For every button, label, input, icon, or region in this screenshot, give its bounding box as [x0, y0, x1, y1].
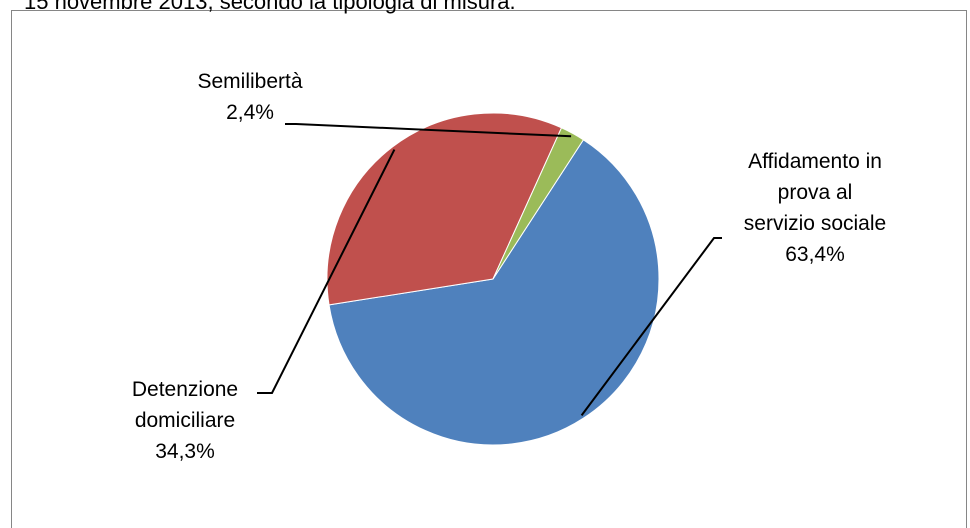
- slice-affidamento: [328, 139, 660, 446]
- chart-caption: 15 novembre 2013, secondo la tipologia d…: [24, 0, 516, 14]
- slice-name-line: Affidamento in: [748, 150, 882, 173]
- leader-line-affidamento: [580, 237, 722, 416]
- leader-lines: [257, 123, 722, 416]
- slice-semiliberta: [492, 127, 585, 280]
- slice-value-label: 63,4%: [785, 243, 845, 266]
- slice-label-semiliberta: Semilibertà 2,4%: [170, 66, 330, 128]
- leader-line-semiliberta: [285, 123, 572, 138]
- slice-value-label: 34,3%: [155, 440, 215, 463]
- slice-value-label: 2,4%: [226, 101, 274, 124]
- slice-name-line: Detenzione: [131, 378, 239, 401]
- slice-label-detenzione: Detenzione domiciliare 34,3%: [95, 374, 275, 467]
- slice-name-line: domiciliare: [134, 409, 236, 432]
- slice-label-affidamento: Affidamento in prova al servizio sociale…: [700, 146, 930, 270]
- leader-line-detenzione: [257, 149, 396, 394]
- pie-slices: [326, 112, 660, 446]
- slice-name-line: servizio sociale: [743, 212, 887, 235]
- slice-name-line: Semilibertà: [197, 70, 303, 93]
- slice-name-line: prova al: [777, 181, 853, 204]
